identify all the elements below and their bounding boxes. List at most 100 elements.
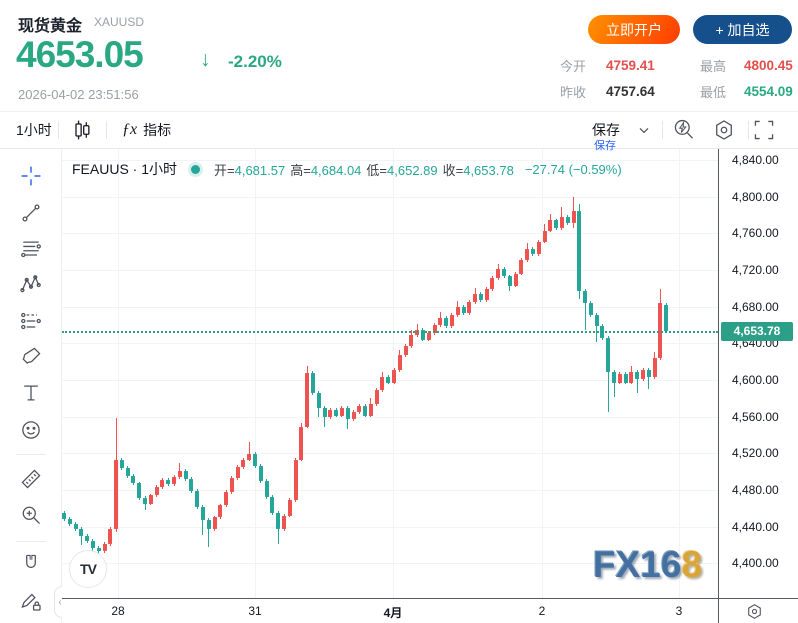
candle-body — [565, 216, 570, 224]
candle-body — [108, 529, 113, 544]
market-status-dot — [191, 164, 201, 174]
legend-ohlc-label: 收= — [442, 162, 464, 178]
settings-hexagon-button[interactable] — [712, 112, 736, 148]
tool-brush[interactable] — [19, 344, 45, 370]
y-axis-tick-label: 4,800.00 — [732, 189, 779, 204]
y-axis-tick-label: 4,720.00 — [732, 262, 779, 277]
candle-body — [102, 543, 107, 552]
candle-body — [612, 371, 617, 383]
add-watchlist-button[interactable]: + 加自选 — [693, 15, 792, 44]
tool-trend-line[interactable] — [19, 200, 45, 226]
y-axis-tick-label: 4,680.00 — [732, 299, 779, 314]
indicators-button[interactable]: ƒx 指标 — [122, 112, 171, 148]
candle-body — [148, 495, 153, 504]
flash-search-button[interactable] — [672, 112, 696, 148]
fx-icon: ƒx — [122, 121, 138, 138]
divider — [16, 454, 46, 455]
legend-ohlc-label: 开= — [214, 162, 235, 178]
candle-body — [287, 499, 292, 516]
candle-body — [253, 454, 258, 467]
candle-body — [62, 512, 66, 520]
candle-body — [444, 317, 449, 326]
candle-body — [322, 408, 327, 418]
candle-body — [641, 369, 645, 379]
tool-magnet[interactable] — [19, 551, 45, 577]
candle-wick — [80, 527, 82, 545]
ruler-icon — [21, 469, 41, 489]
brush-icon — [22, 347, 41, 364]
candlestick-icon — [75, 120, 90, 140]
candle-body — [478, 293, 483, 301]
candle-body — [282, 515, 287, 530]
candle-body — [241, 459, 246, 467]
candle-body — [403, 346, 408, 356]
save-menu-chevron[interactable] — [636, 112, 652, 148]
price-axis[interactable]: 4,840.00 4,800.00 4,760.00 4,720.00 4,680.00… — [718, 149, 798, 598]
fullscreen-button[interactable] — [752, 112, 776, 148]
candle-body — [583, 291, 588, 303]
tool-emoji[interactable] — [19, 417, 45, 443]
tradingview-logo[interactable]: TV — [69, 550, 107, 588]
save-button[interactable]: 保存 — [592, 112, 620, 148]
candle-body — [247, 454, 252, 460]
tool-crosshair[interactable] — [19, 163, 45, 189]
x-axis-tick-label: 4月 — [383, 606, 403, 620]
tool-ruler[interactable] — [19, 466, 45, 492]
divider — [748, 121, 749, 139]
candle-body — [363, 405, 368, 416]
save-tooltip: 保存 — [594, 140, 616, 152]
tool-text[interactable] — [19, 380, 45, 406]
tool-lock-drawings[interactable] — [19, 588, 45, 614]
tool-xabcd-pattern[interactable] — [19, 272, 45, 298]
candle-body — [658, 302, 663, 358]
candle-body — [334, 410, 339, 416]
legend-ohlc-value: 4,652.89 — [387, 162, 438, 178]
gridline-vertical — [679, 149, 680, 598]
time-axis[interactable]: 28 31 4月 2 3 — [62, 598, 718, 623]
lock-drawings-icon — [21, 593, 41, 611]
candle-body — [73, 523, 78, 530]
candle-body — [137, 483, 142, 499]
stats-grid: 今开 4759.41 最高 4800.45 昨收 4757.64 最低 4554.09 — [560, 52, 798, 104]
gridline-horizontal — [62, 453, 718, 455]
y-axis-tick-label: 4,520.00 — [732, 446, 779, 461]
last-price: 4653.05 — [16, 34, 144, 75]
candle-body — [623, 373, 628, 383]
candle-body — [264, 480, 269, 498]
candle-body — [177, 470, 182, 478]
y-axis-tick-label: 4,600.00 — [732, 372, 779, 387]
sidebar-collapse-handle[interactable]: ‹ — [54, 586, 65, 618]
fx168-watermark: FX168 — [593, 544, 703, 585]
candle-wick — [208, 518, 210, 547]
tool-fib-retracement[interactable] — [19, 236, 45, 262]
stat-label: 最低 — [700, 84, 727, 100]
gridline-horizontal — [62, 159, 718, 161]
open-account-button[interactable]: 立即开户 — [588, 15, 680, 44]
gridline-horizontal — [62, 306, 718, 308]
candle-body — [559, 216, 564, 228]
tool-prediction[interactable] — [19, 308, 45, 334]
candle-wick — [607, 335, 609, 412]
interval-button[interactable]: 1小时 — [16, 112, 52, 148]
gridline-horizontal — [62, 489, 718, 491]
x-axis-tick-label: 2 — [538, 604, 546, 618]
stat-value: 4800.45 — [744, 57, 793, 73]
axis-settings-icon[interactable] — [745, 602, 764, 621]
candle-wick — [584, 289, 586, 330]
candle-body — [293, 459, 298, 500]
candle-style-button[interactable] — [70, 112, 94, 148]
candle-body — [305, 372, 310, 427]
candle-body — [646, 369, 651, 378]
candle-body — [235, 466, 240, 478]
candle-body — [212, 517, 217, 530]
gridline-horizontal — [62, 343, 718, 345]
candlestick-chart[interactable]: FEAUUS · 1小时 开=4,681.57 高=4,684.04 低=4,652… — [62, 149, 718, 598]
gridline-vertical — [255, 149, 256, 598]
candle-body — [351, 411, 356, 420]
candle-body — [96, 547, 101, 552]
divider — [106, 121, 107, 139]
tool-zoom-in[interactable] — [19, 502, 45, 528]
magnet-icon — [26, 554, 36, 569]
x-axis-tick-label: 31 — [248, 604, 262, 618]
